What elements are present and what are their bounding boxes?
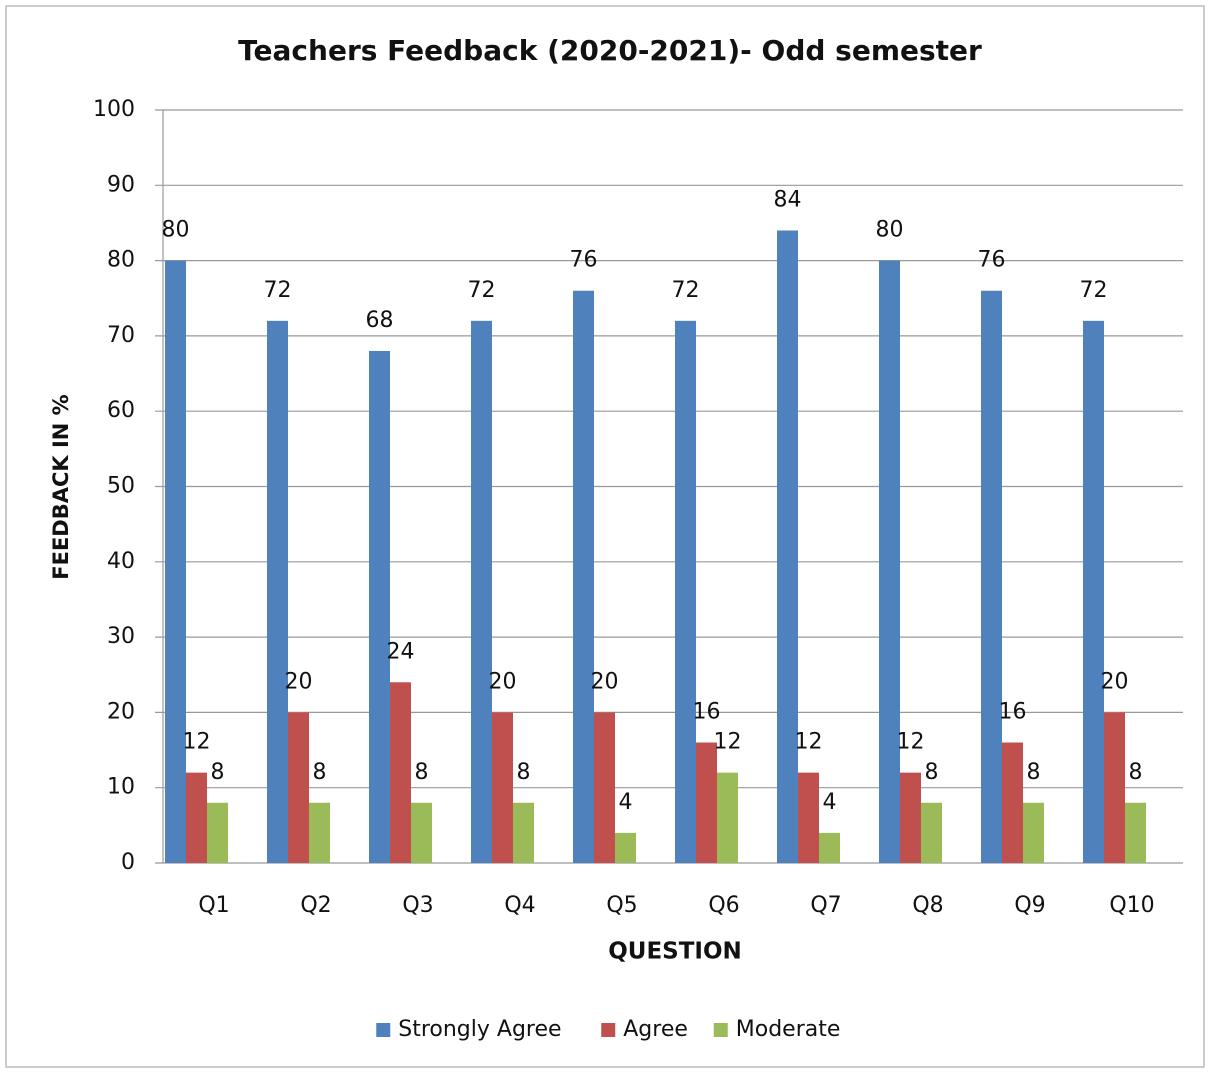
bar <box>900 772 921 863</box>
x-axis-title: QUESTION <box>608 939 742 965</box>
bar <box>615 832 636 863</box>
bar <box>717 772 738 863</box>
data-label: 8 <box>925 760 939 785</box>
bar <box>186 772 207 863</box>
data-label: 72 <box>264 278 292 303</box>
data-label: 4 <box>823 790 837 815</box>
data-label: 80 <box>876 218 904 243</box>
data-label: 76 <box>570 248 598 273</box>
x-tick-label: Q8 <box>912 893 943 918</box>
y-tick-label: 30 <box>107 624 135 649</box>
bar <box>165 260 186 864</box>
bar <box>819 832 840 863</box>
x-tick-label: Q1 <box>198 893 229 918</box>
data-label: 12 <box>183 730 211 755</box>
data-label: 8 <box>211 760 225 785</box>
data-label: 80 <box>162 218 190 243</box>
data-label: 20 <box>285 669 313 694</box>
bar <box>1083 320 1104 864</box>
data-label: 20 <box>1101 669 1129 694</box>
bar <box>921 802 942 863</box>
data-label: 72 <box>468 278 496 303</box>
data-label: 20 <box>489 669 517 694</box>
data-label: 8 <box>415 760 429 785</box>
bar <box>696 742 717 863</box>
y-tick-label: 80 <box>107 248 135 273</box>
data-label: 8 <box>313 760 327 785</box>
x-tick-label: Q3 <box>402 893 433 918</box>
chart-border <box>5 5 1205 1068</box>
data-label: 68 <box>366 308 394 333</box>
data-label: 16 <box>999 700 1027 725</box>
bar <box>573 290 594 864</box>
y-tick-label: 50 <box>107 474 135 499</box>
bar <box>675 320 696 864</box>
data-label: 8 <box>1027 760 1041 785</box>
data-label: 12 <box>714 730 742 755</box>
bar <box>309 802 330 863</box>
legend-swatch <box>376 1023 391 1037</box>
bar <box>492 712 513 863</box>
bar <box>1104 712 1125 863</box>
bar <box>1002 742 1023 863</box>
y-tick-label: 10 <box>107 775 135 800</box>
x-tick-label: Q10 <box>1109 893 1154 918</box>
bar <box>369 350 390 864</box>
bar <box>981 290 1002 864</box>
legend-label: Strongly Agree <box>398 1017 561 1042</box>
data-label: 72 <box>672 278 700 303</box>
data-label: 24 <box>387 639 415 664</box>
x-tick-label: Q9 <box>1014 893 1045 918</box>
legend-label: Agree <box>623 1017 688 1042</box>
y-tick-label: 0 <box>121 850 135 875</box>
bar <box>879 260 900 864</box>
x-tick-label: Q5 <box>606 893 637 918</box>
legend-label: Moderate <box>736 1017 841 1042</box>
data-label: 84 <box>774 187 802 212</box>
legend-swatch <box>601 1023 616 1037</box>
x-tick-label: Q7 <box>810 893 841 918</box>
y-tick-label: 90 <box>107 172 135 197</box>
bar <box>1023 802 1044 863</box>
data-label: 8 <box>517 760 531 785</box>
bar <box>207 802 228 863</box>
data-label: 4 <box>619 790 633 815</box>
x-tick-label: Q4 <box>504 893 535 918</box>
y-tick-label: 70 <box>107 323 135 348</box>
y-axis-title: FEEDBACK IN % <box>49 394 73 579</box>
chart-title: Teachers Feedback (2020-2021)- Odd semes… <box>238 34 982 67</box>
x-tick-label: Q2 <box>300 893 331 918</box>
bar <box>471 320 492 864</box>
bar <box>513 802 534 863</box>
legend-swatch <box>713 1023 728 1037</box>
data-label: 8 <box>1129 760 1143 785</box>
y-tick-label: 60 <box>107 398 135 423</box>
bar <box>777 230 798 864</box>
data-label: 12 <box>795 730 823 755</box>
data-label: 12 <box>897 730 925 755</box>
data-label: 20 <box>591 669 619 694</box>
bar <box>594 712 615 863</box>
bar <box>1125 802 1146 863</box>
y-tick-label: 100 <box>93 97 135 122</box>
y-tick-label: 20 <box>107 699 135 724</box>
bar <box>411 802 432 863</box>
data-label: 16 <box>693 700 721 725</box>
bar <box>798 772 819 863</box>
data-label: 76 <box>978 248 1006 273</box>
y-tick-label: 40 <box>107 549 135 574</box>
bar <box>390 682 411 863</box>
data-label: 72 <box>1080 278 1108 303</box>
bar <box>267 320 288 864</box>
x-tick-label: Q6 <box>708 893 739 918</box>
bar <box>288 712 309 863</box>
